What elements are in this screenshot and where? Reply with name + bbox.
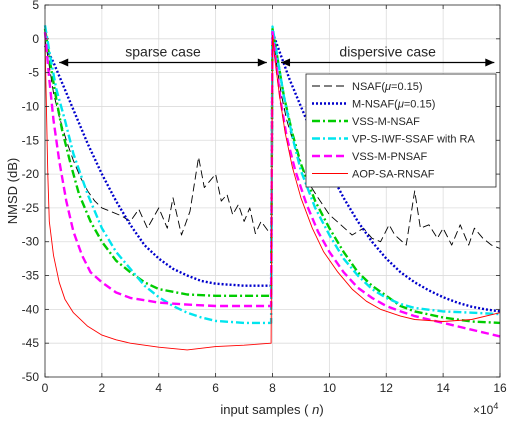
- legend-label-6: AOP-SA-RNSAF: [352, 169, 435, 181]
- x-tick-label: 8: [269, 381, 276, 395]
- series-line-3: [43, 27, 501, 325]
- legend-label-2: M-NSAF(μ=0.15): [352, 99, 435, 111]
- y-tick-label: -40: [22, 302, 40, 316]
- series-line-1: [44, 28, 501, 249]
- series-line-5: [43, 30, 501, 338]
- y-tick-label: -35: [22, 269, 40, 283]
- annotation-arrowhead-right: [257, 58, 267, 67]
- x-tick-label: 2: [99, 381, 106, 395]
- y-tick-label: -10: [22, 99, 40, 113]
- y-tick-label: -50: [22, 370, 40, 384]
- x-tick-label: 0: [42, 381, 49, 395]
- x-tick-label: 6: [212, 381, 219, 395]
- y-tick-label: -20: [22, 167, 40, 181]
- annotation-arrowhead-left: [281, 58, 291, 67]
- x-tick-label: 12: [380, 381, 394, 395]
- legend-box: [305, 73, 497, 188]
- legend-label-4: VP-S-IWF-SSAF with RA: [352, 134, 476, 146]
- ticks: 0 2 4 6 8 10 12 14 16 5 0 -5 -10 -15 -20 -25 -30 -35 -40 -4…: [22, 0, 507, 395]
- series-line-6: [44, 34, 501, 351]
- y-tick-label: 0: [32, 32, 39, 46]
- x-tick-label: 10: [323, 381, 337, 395]
- y-tick-label: -45: [22, 336, 40, 350]
- y-tick-label: -5: [28, 66, 39, 80]
- y-tick-label: -30: [22, 235, 40, 249]
- legend-label-3: VSS-M-NSAF: [352, 116, 420, 128]
- annotation-arrowhead-left: [59, 58, 69, 67]
- x-tick-label: 4: [155, 381, 162, 395]
- x-tick-label: 14: [436, 381, 450, 395]
- annotations: sparse case dispersive case: [59, 43, 495, 67]
- x-exponent-label: ×104: [473, 401, 498, 417]
- x-tick-label: 16: [493, 381, 507, 395]
- annotation-label: dispersive case: [339, 43, 436, 59]
- legend-label-5: VSS-M-PNSAF: [352, 151, 427, 163]
- y-tick-label: -25: [22, 201, 40, 215]
- legend: NSAF(μ=0.15) M-NSAF(μ=0.15) VSS-M-NSAF VP-S…: [305, 73, 497, 188]
- annotation-label: sparse case: [125, 43, 201, 59]
- legend-label-1: NSAF(μ=0.15): [352, 81, 423, 93]
- y-axis-label: NMSD (dB): [5, 158, 20, 224]
- y-tick-label: 5: [32, 0, 39, 12]
- x-axis-label: input samples ( n): [220, 402, 323, 417]
- y-tick-label: -15: [22, 133, 40, 147]
- annotation-arrowhead-right: [485, 58, 495, 67]
- series-layer: [43, 25, 501, 351]
